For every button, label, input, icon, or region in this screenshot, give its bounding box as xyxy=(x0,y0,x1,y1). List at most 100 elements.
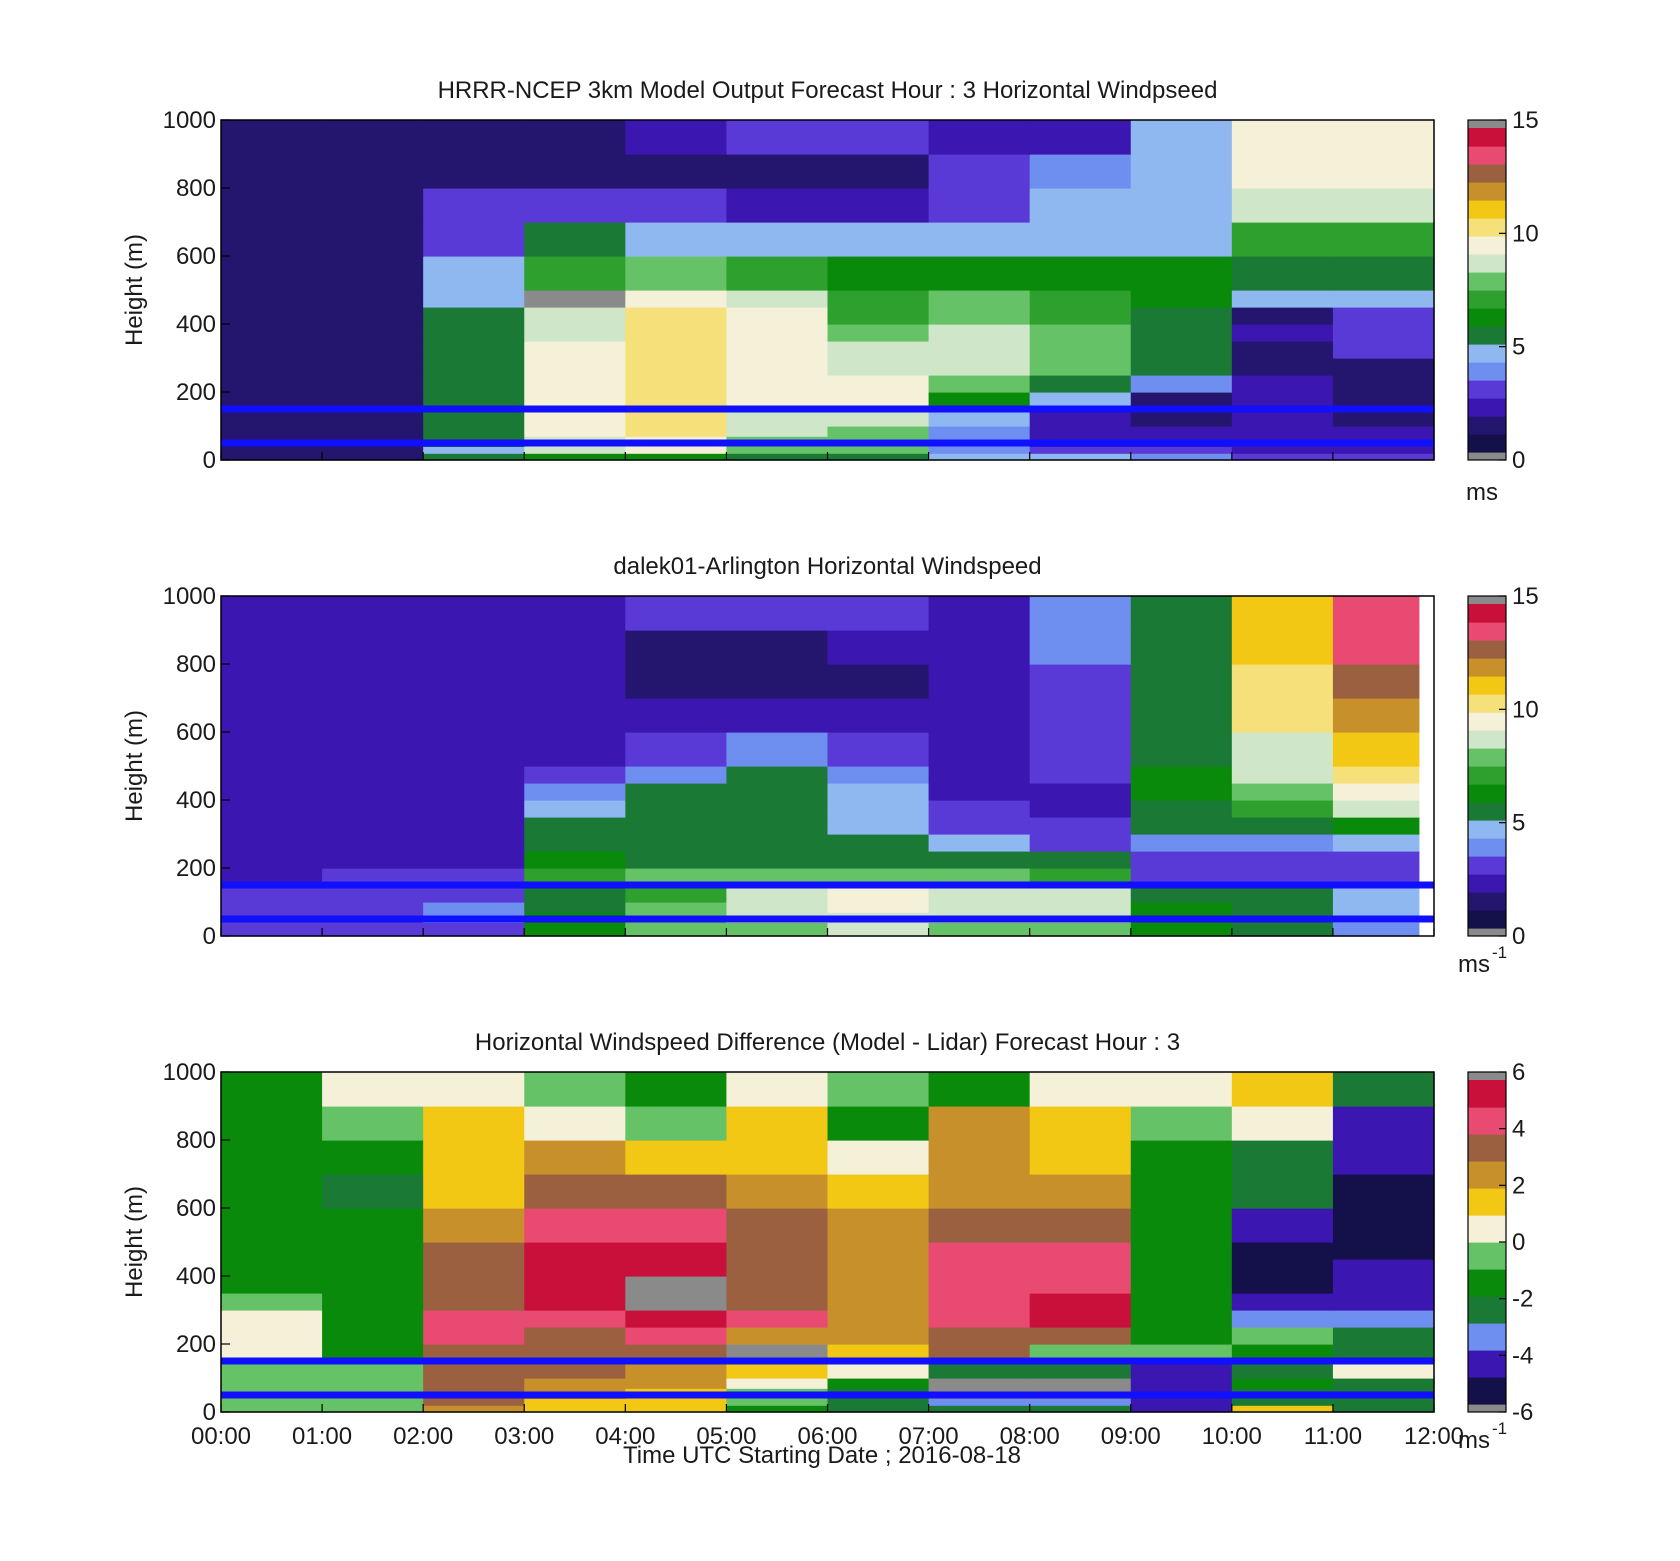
p2-heat-cell xyxy=(625,922,728,930)
p2-heat-cell xyxy=(1231,922,1334,930)
p3-title: Horizontal Windspeed Difference (Model -… xyxy=(475,1029,1180,1056)
p1-heat-cell xyxy=(1130,222,1233,257)
p2-heat-cell xyxy=(221,664,323,699)
p2-heat-cell xyxy=(726,929,829,937)
p1-heat-cell xyxy=(726,358,829,376)
p2-heat-cell xyxy=(1029,630,1132,665)
p1-heat-cell xyxy=(625,392,728,410)
p2-y-axis-label: Height (m) xyxy=(121,710,148,822)
p2-heat-cell xyxy=(221,817,323,835)
p1-heat-cell xyxy=(1029,290,1132,308)
p1-heat-cell xyxy=(1130,290,1233,308)
p1-heat-cell xyxy=(1130,341,1233,359)
p3-heat-cell xyxy=(726,1344,829,1362)
p3-heat-cell xyxy=(1332,1405,1435,1413)
p1-heat-cell xyxy=(524,446,626,454)
p2-heat-cell xyxy=(1130,732,1233,767)
p3-heat-cell xyxy=(221,1405,323,1413)
p1-colorbar-swatch xyxy=(1468,146,1506,165)
p3-heat-cell xyxy=(322,1276,424,1294)
p1-heat-cell xyxy=(322,426,424,437)
p1-heat-cell xyxy=(1130,307,1233,325)
p1-heat-cell xyxy=(726,256,829,291)
p2-heat-cell xyxy=(1332,922,1420,930)
p3-heat-cell xyxy=(928,1378,1031,1389)
p2-heat-cell xyxy=(524,800,626,818)
p2-heat-cell xyxy=(1029,817,1132,835)
p2-heat-cell xyxy=(625,929,728,937)
p1-heat-cell xyxy=(1130,358,1233,376)
p1-heat-cell xyxy=(423,392,525,410)
p3-heat-cell xyxy=(1231,1242,1334,1260)
p2-heat-cell xyxy=(1029,783,1132,801)
p3-heat-cell xyxy=(928,1072,1031,1107)
p1-y-tick-label: 0 xyxy=(203,447,216,474)
p3-heat-cell xyxy=(625,1398,728,1406)
p2-y-tick-label: 400 xyxy=(176,787,216,814)
p2-heat-cell xyxy=(322,868,424,886)
p1-heat-cell xyxy=(524,392,626,410)
p2-heat-cell xyxy=(221,783,323,801)
p2-heat-cell xyxy=(625,664,728,699)
p3-heat-cell xyxy=(928,1208,1031,1243)
p2-heat-cell xyxy=(625,902,728,913)
p3-heat-cell xyxy=(1130,1293,1233,1311)
p1-heat-cell xyxy=(524,307,626,325)
p2-heat-cell xyxy=(928,732,1031,767)
p3-heat-cell xyxy=(928,1398,1031,1406)
p1-heat-cell xyxy=(524,256,626,291)
p3-heat-cell xyxy=(625,1242,728,1260)
p3-heat-cell xyxy=(726,1140,829,1175)
p1-heat-cell xyxy=(827,341,930,359)
p1-heat-cell xyxy=(1332,256,1435,291)
p3-heat-cell xyxy=(524,1378,626,1389)
p3-heat-cell xyxy=(423,1327,525,1345)
p2-heat-cell xyxy=(1130,922,1233,930)
p3-heat-cell xyxy=(423,1293,525,1311)
p1-heat-cell xyxy=(1231,324,1334,342)
p2-heat-cell xyxy=(1130,783,1233,801)
p2-heat-cell xyxy=(1332,766,1420,784)
p1-colorbar-frame xyxy=(1467,119,1507,461)
p3-heat-cell xyxy=(827,1259,930,1277)
p2-heat-cell xyxy=(1231,885,1334,903)
p2-heat-cell xyxy=(1029,766,1132,784)
p3-heat-cell xyxy=(1029,1242,1132,1260)
p1-heat-cell xyxy=(1130,324,1233,342)
p1-heat-cell xyxy=(1231,120,1334,155)
p2-heat-cell xyxy=(1130,630,1233,665)
p3-heat-cell xyxy=(625,1208,728,1243)
p1-heat-cell xyxy=(221,375,323,393)
p1-heat-cell xyxy=(322,222,424,257)
p3-colorbar-tick-label: 2 xyxy=(1512,1172,1525,1199)
p3-heat-cell xyxy=(221,1242,323,1260)
p1-heat-cell xyxy=(524,324,626,342)
p3-heat-cell xyxy=(726,1327,829,1345)
p1-heat-cell xyxy=(928,358,1031,376)
p2-heat-cell xyxy=(1029,732,1132,767)
p1-heat-cell xyxy=(1332,341,1435,359)
p2-heat-cell xyxy=(1029,800,1132,818)
p1-heat-cell xyxy=(726,341,829,359)
p2-heat-cell xyxy=(1130,817,1233,835)
p2-colorbar-swatch xyxy=(1468,910,1506,929)
p2-heat-cell xyxy=(625,851,728,869)
p1-heat-cell xyxy=(221,307,323,325)
p1-heat-cell xyxy=(1332,222,1435,257)
p3-heat-cell xyxy=(726,1106,829,1141)
p1-heat-cell xyxy=(423,222,525,257)
p1-heat-cell xyxy=(1231,188,1334,223)
p2-heat-cell xyxy=(524,902,626,913)
p1-heat-cell xyxy=(322,341,424,359)
p2-heat-cell xyxy=(726,630,829,665)
p1-heat-cell xyxy=(322,290,424,308)
p3-heat-cell xyxy=(524,1405,626,1413)
p2-colorbar-swatch xyxy=(1468,856,1506,875)
p1-heat-cell xyxy=(1231,446,1334,454)
p1-heat-cell xyxy=(1029,446,1132,454)
p3-heat-cell xyxy=(1029,1378,1132,1389)
p2-heat-cell xyxy=(726,868,829,886)
p1-heat-cell xyxy=(1029,120,1132,155)
p1-heat-cell xyxy=(1231,392,1334,410)
p2-heat-cell xyxy=(221,868,323,886)
